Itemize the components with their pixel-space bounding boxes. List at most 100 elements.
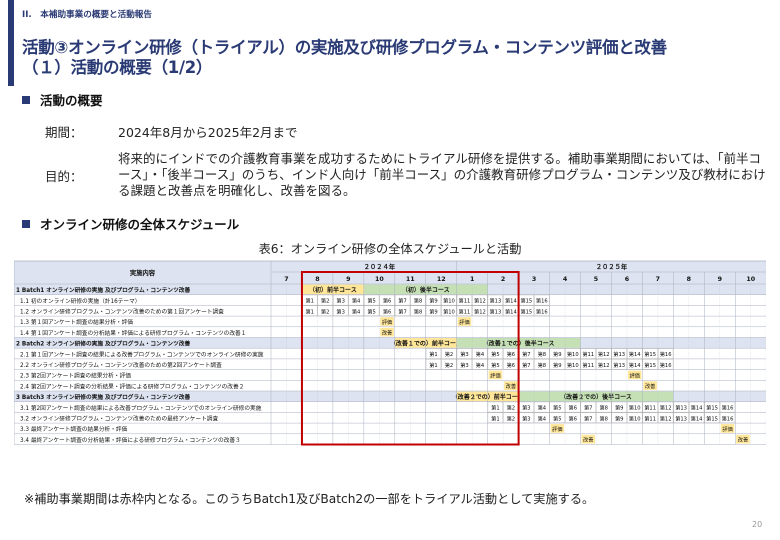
theme-cell <box>472 305 488 316</box>
theme-cell <box>565 359 581 370</box>
theme-cell <box>456 348 473 359</box>
theme-cell-label: 第10 <box>629 414 641 422</box>
theme-cell-label: 第14 <box>691 404 703 412</box>
theme-cell <box>348 305 364 316</box>
theme-cell <box>596 412 612 423</box>
month-label: 7 <box>284 276 288 283</box>
theme-cell-label: 第12 <box>660 414 672 422</box>
theme-cell-label: 第8 <box>538 361 547 369</box>
theme-cell-label: 第6 <box>507 361 516 369</box>
theme-cell-label: 第15 <box>644 361 656 369</box>
task-row-label: 1.4 第１回アンケート調査の分析結果・評価による研修プログラム・コンテンツの改… <box>20 329 246 337</box>
theme-cell-label: 第11 <box>459 297 471 305</box>
task-row-label: 2.4 第2回アンケート調査の分析結果・評価による研修プログラム・コンテンツの改… <box>20 382 244 390</box>
theme-cell <box>534 401 550 413</box>
theme-cell <box>719 401 736 413</box>
theme-cell <box>534 412 550 423</box>
theme-cell-label: 第11 <box>582 361 594 369</box>
theme-cell <box>658 401 674 413</box>
theme-cell <box>363 305 380 316</box>
theme-cell-label: 第7 <box>522 350 531 358</box>
theme-cell-label: 第4 <box>352 297 361 305</box>
theme-cell <box>472 359 488 370</box>
theme-cell-label: 第14 <box>505 297 517 305</box>
milestone-label: 評価 <box>459 318 469 326</box>
theme-cell <box>317 294 333 306</box>
theme-cell <box>673 401 689 413</box>
month-label: 7 <box>656 276 660 283</box>
theme-cell-label: 第1 <box>491 414 500 422</box>
theme-cell <box>487 359 503 370</box>
theme-cell-label: 第16 <box>722 414 734 422</box>
theme-cell-label: 第1 <box>491 404 500 412</box>
theme-cell <box>611 359 627 370</box>
milestone-marker <box>380 317 394 326</box>
theme-cell-label: 第15 <box>706 404 718 412</box>
theme-cell <box>410 305 426 316</box>
footnote: ※補助事業期間は赤枠内となる。このうちBatch1及びBatch2の一部をトライ… <box>24 492 595 506</box>
theme-cell <box>410 294 426 306</box>
theme-cell-label: 第2 <box>321 307 330 315</box>
square-bullet-icon <box>22 96 30 104</box>
page-number: 20 <box>752 520 763 529</box>
month-label: 1 <box>470 276 474 283</box>
theme-cell <box>425 305 442 316</box>
theme-cell-label: 第14 <box>629 350 641 358</box>
theme-cell <box>549 412 565 423</box>
theme-cell-label: 第1 <box>305 307 314 315</box>
theme-cell-label: 第1 <box>429 361 438 369</box>
theme-cell <box>487 401 503 413</box>
theme-cell-label: 第7 <box>398 297 407 305</box>
milestone-label: 改善 <box>382 329 392 337</box>
month-label: 4 <box>563 276 568 283</box>
theme-cell-label: 第9 <box>553 361 562 369</box>
theme-cell-label: 第13 <box>675 414 687 422</box>
theme-cell-label: 第3 <box>522 404 531 412</box>
theme-cell <box>534 359 550 370</box>
theme-cell-label: 第6 <box>569 404 578 412</box>
theme-cell <box>333 294 349 306</box>
theme-cell-label: 第12 <box>598 361 610 369</box>
theme-cell <box>658 412 674 423</box>
theme-cell-label: 第8 <box>599 414 608 422</box>
theme-cell-label: 第12 <box>598 350 610 358</box>
theme-cell <box>596 401 612 413</box>
theme-cell <box>704 401 720 413</box>
breadcrumb: II. 本補助事業の概要と活動報告 <box>22 10 152 20</box>
theme-cell-label: 第7 <box>398 307 407 315</box>
month-label: 10 <box>375 276 384 283</box>
theme-cell-label: 第2 <box>445 361 454 369</box>
theme-cell-label: 第4 <box>538 404 547 412</box>
theme-cell <box>688 412 705 423</box>
theme-cell <box>549 359 565 370</box>
theme-cell <box>456 359 473 370</box>
theme-cell-label: 第13 <box>489 297 501 305</box>
theme-cell <box>472 294 488 306</box>
theme-cell-label: 第9 <box>615 404 624 412</box>
theme-cell <box>487 305 503 316</box>
square-bullet-icon <box>22 220 30 228</box>
month-label: 8 <box>687 276 691 283</box>
theme-cell <box>472 348 488 359</box>
theme-cell <box>456 305 473 316</box>
group-row-label: 2 Batch2 オンライン研修の実施 及びプログラム・コンテンツ改善 <box>16 340 190 348</box>
theme-cell-label: 第9 <box>429 307 438 315</box>
table-caption: 表6：オンライン研修の全体スケジュールと活動 <box>258 242 522 256</box>
task-row-label: 1.1 初のオンライン研修の実施（計16テーマ） <box>20 297 140 305</box>
theme-cell <box>627 359 643 370</box>
theme-cell-label: 第1 <box>429 350 438 358</box>
theme-cell-label: 第13 <box>489 307 501 315</box>
theme-cell-label: 第15 <box>520 307 532 315</box>
month-label: 6 <box>625 276 630 283</box>
task-row-label: 3.1 第2回アンケート調査の結果による改善プログラム・コンテンツでのオンライン… <box>20 404 262 412</box>
theme-cell-label: 第3 <box>336 307 345 315</box>
milestone-marker <box>380 327 394 337</box>
left-accent-bar <box>8 0 14 86</box>
theme-cell <box>565 401 581 413</box>
month-label: 5 <box>594 276 598 283</box>
theme-cell-label: 第11 <box>644 404 656 412</box>
theme-cell-label: 第14 <box>505 307 517 315</box>
page-title: 活動③オンライン研修（トライアル）の実施及び研修プログラム・コンテンツ評価と改善 <box>22 38 667 57</box>
theme-cell-label: 第15 <box>706 414 718 422</box>
group-row-bg <box>14 337 766 349</box>
